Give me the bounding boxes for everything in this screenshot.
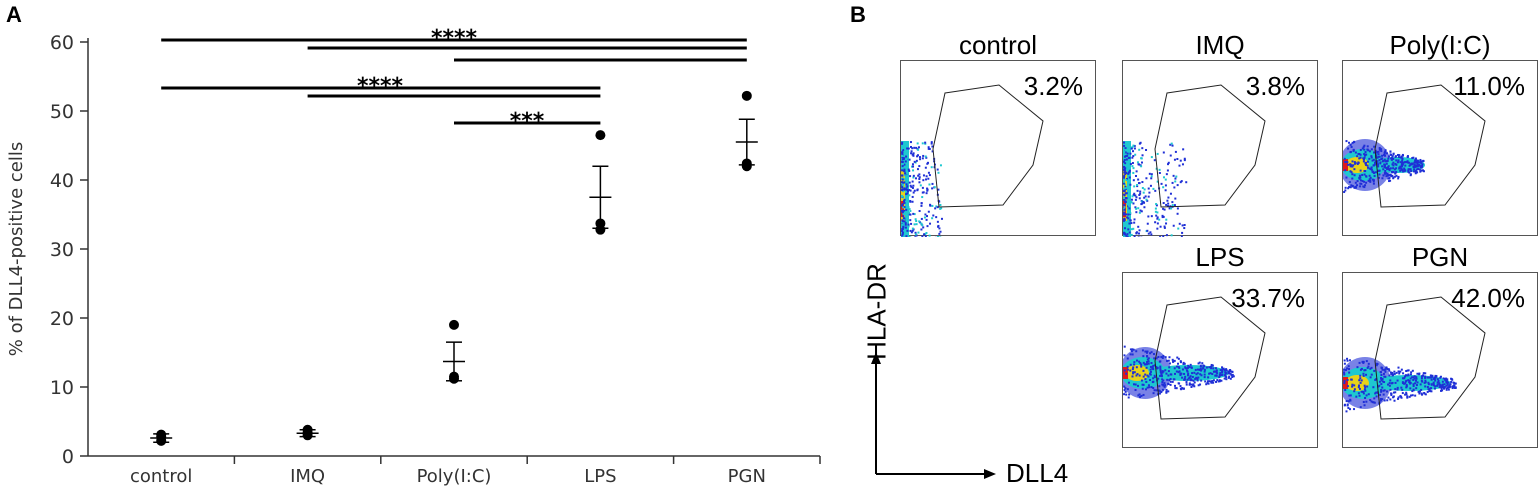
data-point bbox=[449, 372, 459, 382]
data-point bbox=[742, 158, 752, 168]
x-tick-label: IMQ bbox=[290, 466, 325, 487]
data-point bbox=[303, 425, 313, 435]
panel-a: A 0 10 20 30 40 50 60 control IMQ Poly(I:C) LPS PGN… bbox=[0, 0, 850, 493]
fc-axis-arrows bbox=[850, 0, 1540, 488]
significance-stars: *** bbox=[510, 109, 545, 134]
data-point bbox=[449, 320, 459, 330]
y-tick-label: 30 bbox=[50, 239, 74, 261]
y-tick-label: 50 bbox=[50, 101, 74, 123]
y-tick-label: 20 bbox=[50, 308, 74, 330]
data-point bbox=[742, 91, 752, 101]
y-tick-label: 40 bbox=[50, 170, 74, 192]
dot-plot-chart: 0 10 20 30 40 50 60 control IMQ Poly(I:C) LPS PGN % … bbox=[0, 0, 850, 488]
data-point bbox=[595, 130, 605, 140]
x-tick-label: PGN bbox=[728, 466, 766, 487]
panel-b: B control 3.2% IMQ 3.8% Poly(I:C) 11.0% … bbox=[850, 0, 1540, 488]
x-arrowhead-icon bbox=[984, 469, 996, 479]
y-tick-label: 10 bbox=[50, 377, 74, 399]
x-tick-label: Poly(I:C) bbox=[417, 466, 492, 487]
data-point bbox=[595, 218, 605, 228]
fc-y-axis-label: HLA-DR bbox=[862, 257, 893, 367]
y-tick-label: 0 bbox=[62, 446, 74, 468]
panel-a-label: A bbox=[6, 2, 22, 28]
data-point bbox=[156, 430, 166, 440]
x-tick-label: LPS bbox=[584, 466, 616, 487]
significance-stars: **** bbox=[431, 26, 478, 51]
significance-stars: **** bbox=[357, 74, 404, 99]
x-tick-label: control bbox=[130, 466, 192, 487]
fc-x-axis-label: DLL4 bbox=[1006, 458, 1068, 489]
y-axis-label: % of DLL4-positive cells bbox=[6, 142, 27, 356]
y-tick-label: 60 bbox=[50, 32, 74, 54]
